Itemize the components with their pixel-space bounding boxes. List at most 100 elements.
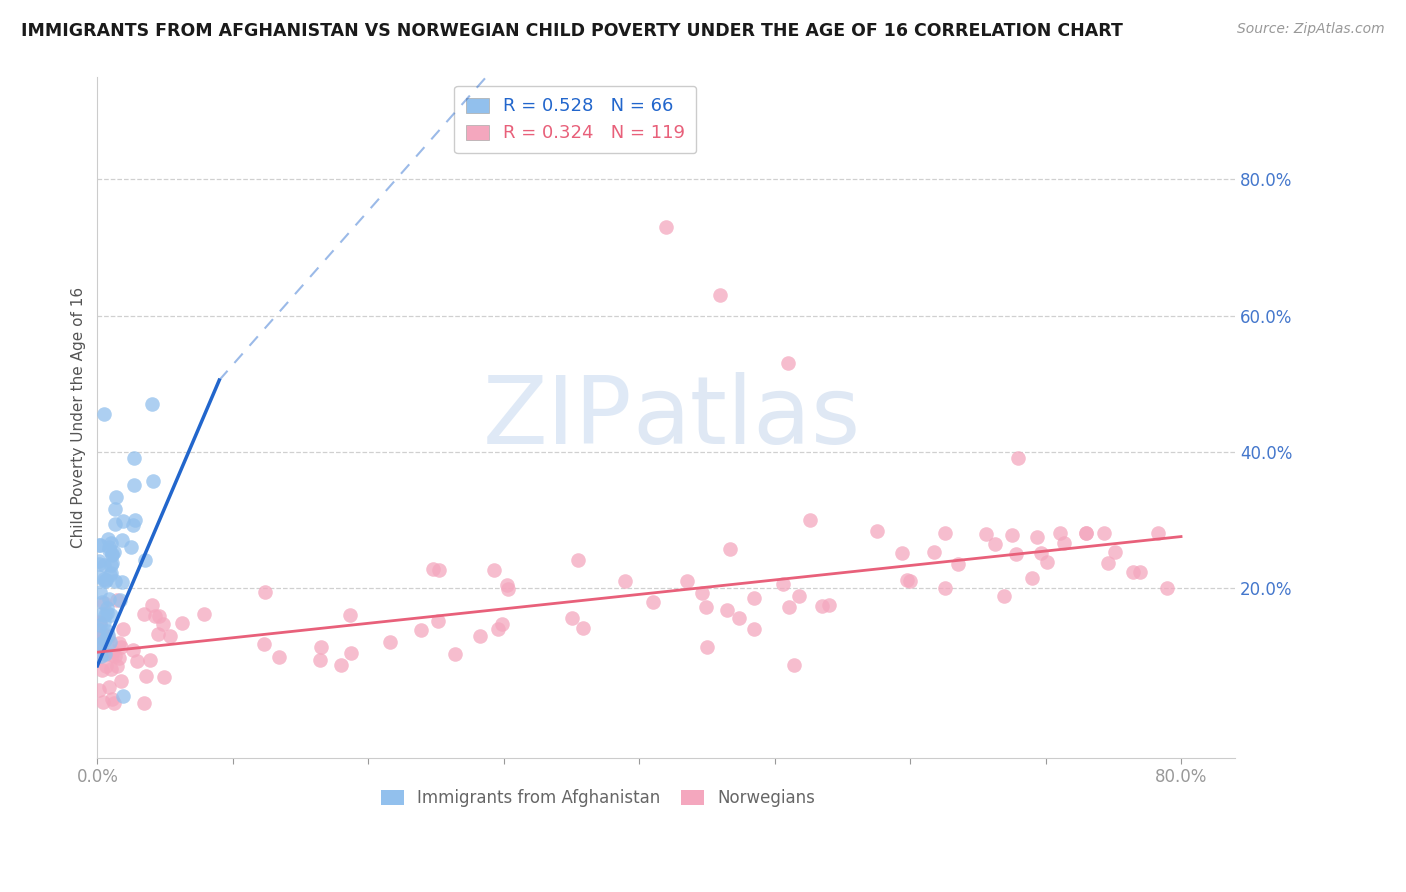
- Point: [91, 695, 114, 709]
- Point: [148, 627, 170, 641]
- Point: [98, 680, 121, 694]
- Point: [411, 624, 433, 638]
- Point: [97, 533, 120, 547]
- Point: [87, 623, 110, 637]
- Point: [108, 592, 131, 607]
- Point: [100, 662, 122, 676]
- Point: [1053, 536, 1076, 550]
- Point: [104, 649, 127, 664]
- Point: [922, 545, 945, 559]
- Point: [100, 547, 122, 561]
- Point: [87, 554, 110, 568]
- Text: IMMIGRANTS FROM AFGHANISTAN VS NORWEGIAN CHILD POVERTY UNDER THE AGE OF 16 CORRE: IMMIGRANTS FROM AFGHANISTAN VS NORWEGIAN…: [21, 22, 1123, 40]
- Point: [1035, 555, 1057, 569]
- Point: [339, 608, 361, 623]
- Point: [778, 599, 800, 614]
- Point: [110, 640, 132, 654]
- Point: [818, 598, 841, 612]
- Point: [105, 659, 128, 673]
- Point: [101, 556, 124, 570]
- Point: [1092, 526, 1115, 541]
- Point: [716, 602, 738, 616]
- Point: [111, 514, 134, 528]
- Point: [934, 581, 956, 595]
- Point: [96, 574, 118, 588]
- Point: [778, 356, 800, 370]
- Point: [89, 585, 111, 599]
- Point: [193, 607, 215, 621]
- Point: [1049, 526, 1071, 541]
- Point: [89, 631, 111, 645]
- Point: [742, 591, 765, 606]
- Point: [948, 557, 970, 571]
- Point: [134, 553, 156, 567]
- Point: [486, 622, 509, 636]
- Point: [98, 635, 121, 649]
- Point: [89, 538, 111, 552]
- Point: [444, 647, 467, 661]
- Point: [89, 646, 111, 660]
- Point: [97, 591, 120, 606]
- Point: [561, 611, 583, 625]
- Point: [100, 558, 122, 573]
- Point: [787, 590, 810, 604]
- Point: [141, 598, 163, 612]
- Point: [100, 607, 122, 622]
- Point: [101, 691, 124, 706]
- Point: [93, 572, 115, 586]
- Point: [93, 627, 115, 641]
- Point: [100, 566, 122, 581]
- Legend: Immigrants from Afghanistan, Norwegians: Immigrants from Afghanistan, Norwegians: [374, 782, 823, 814]
- Point: [1021, 571, 1043, 585]
- Point: [111, 622, 134, 636]
- Point: [890, 546, 912, 560]
- Point: [93, 558, 115, 572]
- Point: [655, 220, 678, 235]
- Point: [1029, 546, 1052, 560]
- Point: [93, 647, 115, 661]
- Text: ZIP: ZIP: [482, 372, 633, 464]
- Point: [125, 654, 148, 668]
- Point: [643, 595, 665, 609]
- Point: [97, 543, 120, 558]
- Point: [267, 650, 290, 665]
- Point: [1122, 566, 1144, 580]
- Point: [728, 611, 751, 625]
- Point: [122, 642, 145, 657]
- Point: [1147, 526, 1170, 541]
- Point: [134, 696, 156, 710]
- Point: [89, 538, 111, 552]
- Point: [172, 616, 194, 631]
- Point: [105, 593, 128, 607]
- Point: [330, 657, 353, 672]
- Point: [87, 636, 110, 650]
- Point: [104, 502, 127, 516]
- Point: [139, 653, 162, 667]
- Point: [103, 696, 125, 710]
- Text: Source: ZipAtlas.com: Source: ZipAtlas.com: [1237, 22, 1385, 37]
- Point: [87, 634, 110, 648]
- Point: [1001, 528, 1024, 542]
- Point: [101, 648, 124, 662]
- Point: [976, 527, 998, 541]
- Point: [87, 682, 110, 697]
- Point: [1104, 545, 1126, 559]
- Point: [121, 517, 143, 532]
- Point: [104, 574, 127, 588]
- Point: [152, 617, 174, 632]
- Point: [378, 635, 401, 649]
- Point: [1074, 526, 1097, 541]
- Point: [865, 524, 887, 538]
- Point: [112, 690, 135, 704]
- Point: [100, 536, 122, 550]
- Point: [696, 640, 718, 655]
- Point: [491, 617, 513, 632]
- Point: [122, 450, 145, 465]
- Point: [104, 491, 127, 505]
- Point: [89, 617, 111, 632]
- Y-axis label: Child Poverty Under the Age of 16: Child Poverty Under the Age of 16: [72, 287, 86, 548]
- Point: [148, 609, 170, 624]
- Point: [427, 614, 450, 628]
- Point: [94, 659, 117, 673]
- Point: [695, 599, 717, 614]
